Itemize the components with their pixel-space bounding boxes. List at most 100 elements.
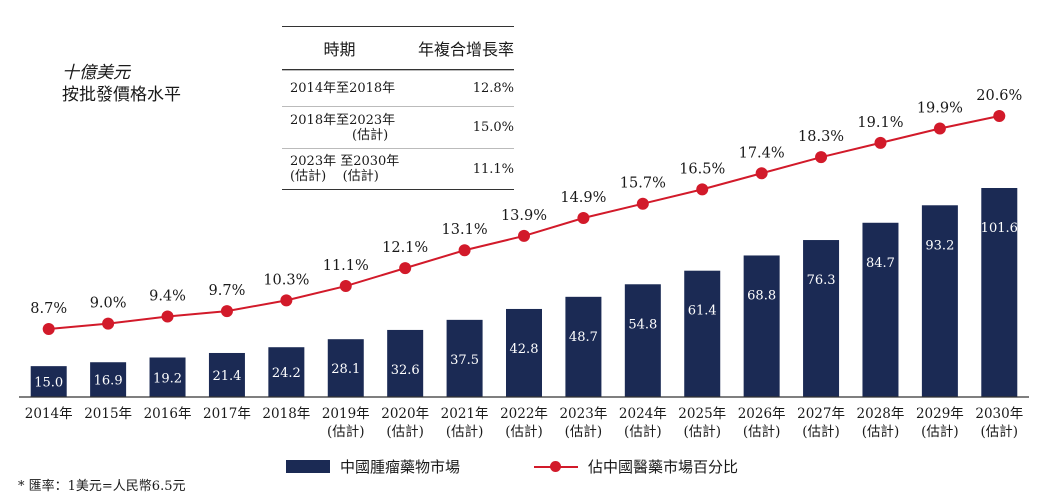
share-value-label: 13.9% bbox=[501, 208, 547, 224]
x-tick-sublabel: (估計) bbox=[565, 424, 603, 440]
price-basis-label: 按批發價格水平 bbox=[62, 85, 181, 105]
x-tick-label: 2030年 bbox=[975, 406, 1023, 422]
share-value-label: 12.1% bbox=[382, 240, 428, 256]
share-value-label: 9.0% bbox=[90, 296, 127, 312]
bar-value-label: 42.8 bbox=[510, 342, 539, 357]
share-value-label: 14.9% bbox=[560, 190, 606, 206]
bar-value-label: 28.1 bbox=[331, 362, 360, 377]
x-tick-label: 2016年 bbox=[144, 406, 192, 422]
share-value-label: 19.1% bbox=[857, 115, 903, 131]
share-value-label: 9.4% bbox=[149, 288, 186, 304]
share-point bbox=[755, 167, 768, 180]
share-point bbox=[577, 212, 590, 225]
bar bbox=[149, 357, 186, 397]
bar-value-label: 93.2 bbox=[925, 238, 954, 253]
bar bbox=[921, 205, 958, 397]
x-tick-label: 2027年 bbox=[797, 406, 845, 422]
cagr-rate: 11.1% bbox=[472, 161, 514, 177]
share-value-label: 20.6% bbox=[976, 88, 1022, 104]
cagr-header-period: 時期 bbox=[323, 40, 356, 59]
x-tick-label: 2022年 bbox=[500, 406, 548, 422]
bar-value-label: 21.4 bbox=[212, 369, 241, 384]
cagr-table: 時期 年複合增長率 2014年至2018年 12.8% 2018年至2023年 … bbox=[282, 26, 514, 190]
share-point bbox=[339, 280, 352, 293]
share-point bbox=[280, 294, 293, 307]
cagr-rate: 15.0% bbox=[472, 120, 514, 135]
cagr-row: 2023年 至2030年 (估計) (估計) 11.1% bbox=[282, 148, 514, 189]
bar-value-label: 101.6 bbox=[981, 221, 1018, 236]
share-point bbox=[636, 197, 649, 210]
share-point bbox=[220, 305, 233, 318]
cagr-period: 2018年至2023年 bbox=[290, 112, 396, 128]
x-tick-label: 2018年 bbox=[262, 406, 310, 422]
legend-line-label: 佔中國醫藥市場百分比 bbox=[588, 458, 739, 476]
share-point bbox=[458, 244, 471, 257]
cagr-header-rate: 年複合增長率 bbox=[417, 40, 514, 59]
unit-label: 十億美元 bbox=[62, 63, 130, 83]
share-point bbox=[696, 183, 709, 196]
bar bbox=[624, 284, 661, 397]
bar bbox=[446, 319, 483, 397]
cagr-row: 2014年至2018年 12.8% bbox=[282, 70, 514, 106]
x-tick-label: 2029年 bbox=[916, 406, 964, 422]
legend-line: 佔中國醫藥市場百分比 bbox=[534, 456, 738, 477]
bar bbox=[506, 308, 542, 397]
share-point bbox=[874, 136, 887, 149]
share-point bbox=[161, 310, 174, 323]
bar-value-label: 76.3 bbox=[807, 273, 836, 288]
bar-value-label: 84.7 bbox=[866, 256, 895, 271]
x-tick-sublabel: (估計) bbox=[446, 424, 484, 440]
bar-value-label: 16.9 bbox=[94, 374, 123, 389]
legend-bar-label: 中國腫瘤藥物市場 bbox=[340, 458, 461, 476]
cagr-period-note: (估計) bbox=[352, 127, 389, 143]
share-value-label: 17.4% bbox=[739, 145, 785, 161]
x-tick-sublabel: (估計) bbox=[386, 424, 424, 440]
share-value-label: 9.7% bbox=[209, 283, 246, 299]
bar-value-label: 24.2 bbox=[272, 366, 301, 381]
x-tick-sublabel: (估計) bbox=[862, 424, 900, 440]
footnote: * 匯率：1美元=人民幣6.5元 bbox=[18, 479, 186, 494]
bar bbox=[743, 255, 780, 397]
share-value-label: 8.7% bbox=[30, 301, 67, 317]
bar bbox=[981, 188, 1018, 397]
cagr-period: 2023年 至2030年 bbox=[290, 154, 400, 169]
x-tick-label: 2020年 bbox=[381, 406, 429, 422]
share-value-label: 19.9% bbox=[917, 101, 963, 117]
x-tick-label: 2026年 bbox=[738, 406, 786, 422]
share-point bbox=[993, 110, 1006, 122]
legend-line-swatch bbox=[534, 460, 578, 473]
x-tick-label: 2028年 bbox=[857, 406, 905, 422]
cagr-header: 時期 年複合增長率 bbox=[282, 27, 514, 69]
share-value-label: 11.1% bbox=[323, 258, 369, 274]
x-tick-label: 2024年 bbox=[619, 406, 667, 422]
share-value-label: 13.1% bbox=[442, 222, 488, 238]
x-tick-sublabel: (估計) bbox=[505, 424, 543, 440]
x-tick-label: 2015年 bbox=[84, 406, 132, 422]
bar-value-label: 19.2 bbox=[153, 371, 182, 386]
bar-value-label: 68.8 bbox=[747, 288, 776, 303]
bar bbox=[387, 329, 424, 397]
share-value-label: 18.3% bbox=[798, 129, 844, 145]
bar-value-label: 48.7 bbox=[569, 330, 598, 345]
bar bbox=[30, 366, 67, 397]
x-tick-label: 2017年 bbox=[203, 406, 251, 422]
bar-value-label: 61.4 bbox=[688, 304, 717, 319]
bar-value-label: 37.5 bbox=[450, 353, 479, 368]
x-tick-sublabel: (估計) bbox=[981, 424, 1019, 440]
x-tick-sublabel: (估計) bbox=[743, 424, 781, 440]
bar bbox=[803, 240, 840, 397]
share-point bbox=[399, 262, 412, 275]
share-value-label: 10.3% bbox=[263, 272, 309, 288]
bar bbox=[268, 347, 305, 397]
share-point bbox=[933, 122, 946, 135]
bar bbox=[565, 296, 602, 397]
bar bbox=[90, 362, 127, 397]
bar bbox=[327, 339, 364, 397]
cagr-period-note: (估計) (估計) bbox=[290, 169, 379, 184]
bar bbox=[684, 270, 721, 397]
x-tick-label: 2025年 bbox=[678, 406, 726, 422]
x-tick-sublabel: (估計) bbox=[921, 424, 959, 440]
x-tick-sublabel: (估計) bbox=[624, 424, 662, 440]
bar-value-label: 15.0 bbox=[34, 376, 63, 391]
